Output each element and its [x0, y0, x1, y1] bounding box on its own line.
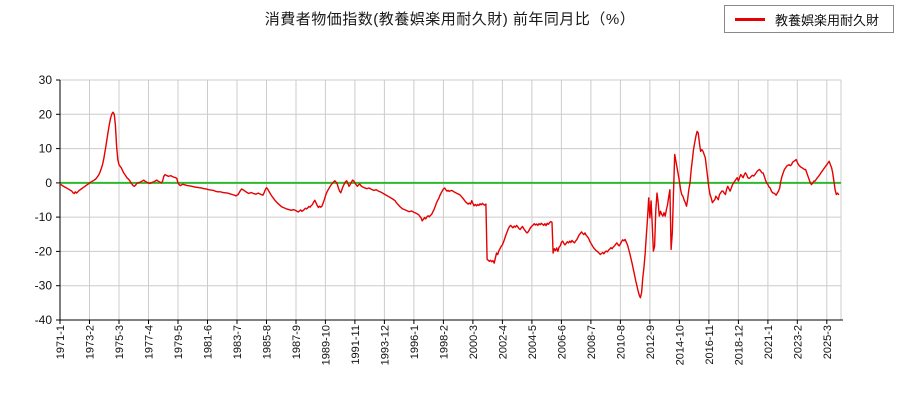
svg-text:-20: -20: [35, 244, 53, 258]
x-axis-labels: 1971-1 1973-2 1975-3 1977-4 1979-5 1981-6 1983…: [55, 325, 834, 365]
svg-text:1975-3: 1975-3: [114, 325, 126, 359]
svg-text:1985-8: 1985-8: [262, 325, 274, 359]
svg-text:2023-2: 2023-2: [792, 325, 804, 359]
chart-title: 消費者物価指数(教養娯楽用耐久財) 前年同月比（%）: [264, 11, 636, 28]
svg-text:-30: -30: [35, 279, 53, 293]
svg-text:1983-7: 1983-7: [232, 325, 244, 359]
svg-text:2006-6: 2006-6: [556, 325, 568, 359]
svg-text:2004-5: 2004-5: [527, 325, 539, 359]
svg-text:2016-11: 2016-11: [704, 325, 716, 365]
svg-text:1987-9: 1987-9: [291, 325, 303, 359]
svg-text:1996-1: 1996-1: [409, 325, 421, 359]
svg-text:20: 20: [39, 107, 53, 121]
svg-text:2021-1: 2021-1: [763, 325, 775, 359]
svg-text:1991-11: 1991-11: [350, 325, 362, 365]
svg-text:1989-10: 1989-10: [320, 325, 332, 365]
grid: [59, 79, 842, 320]
svg-text:-40: -40: [35, 313, 53, 327]
svg-text:1979-5: 1979-5: [173, 325, 185, 359]
svg-text:2002-4: 2002-4: [497, 325, 509, 359]
y-axis-labels: 30 20 10 0 -10 -20 -30 -40: [35, 73, 53, 327]
legend-line-swatch: [734, 17, 765, 21]
svg-text:2008-7: 2008-7: [586, 325, 598, 359]
svg-text:2010-8: 2010-8: [615, 325, 627, 359]
svg-text:30: 30: [39, 73, 53, 87]
svg-text:2018-12: 2018-12: [733, 325, 745, 365]
svg-text:2012-9: 2012-9: [645, 325, 657, 359]
svg-text:2025-3: 2025-3: [822, 325, 834, 359]
series-line: [59, 111, 840, 299]
legend-series-label: 教養娯楽用耐久財: [774, 12, 879, 28]
svg-text:-10: -10: [35, 210, 53, 224]
svg-text:10: 10: [39, 142, 53, 156]
svg-text:1971-1: 1971-1: [55, 325, 67, 359]
svg-text:2014-10: 2014-10: [674, 325, 686, 365]
svg-text:1993-12: 1993-12: [379, 325, 391, 365]
svg-text:1998-2: 1998-2: [438, 325, 450, 359]
svg-text:0: 0: [45, 176, 52, 190]
legend-box: 教養娯楽用耐久財: [723, 5, 894, 33]
svg-text:1977-4: 1977-4: [144, 325, 156, 359]
svg-text:1981-6: 1981-6: [203, 325, 215, 359]
axes: [56, 79, 843, 324]
svg-text:1973-2: 1973-2: [85, 325, 97, 359]
svg-text:2000-3: 2000-3: [468, 325, 480, 359]
